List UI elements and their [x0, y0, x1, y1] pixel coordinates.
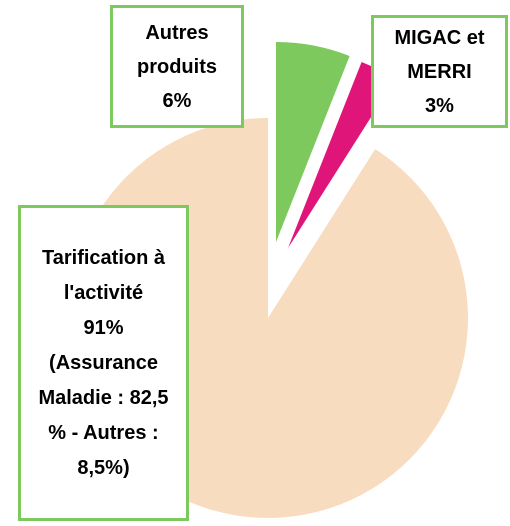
category-label: Tarification à l'activité	[42, 246, 165, 304]
pie-slice	[276, 42, 350, 242]
annotation: (Assurance Maladie : 82,5 % - Autres : 8…	[38, 351, 169, 479]
value-label: 91%	[83, 316, 124, 339]
pie-slice	[288, 62, 396, 248]
label-box: MIGAC et MERRI 3%	[371, 15, 508, 128]
value-label: 6%	[162, 89, 192, 112]
label-box: Tarification à l'activité 91% (Assurance…	[18, 205, 189, 521]
category-label: MIGAC et MERRI	[394, 26, 485, 83]
value-label: 3%	[425, 94, 454, 117]
label-box: Autres produits 6%	[110, 5, 244, 128]
category-label: Autres produits	[137, 21, 217, 78]
